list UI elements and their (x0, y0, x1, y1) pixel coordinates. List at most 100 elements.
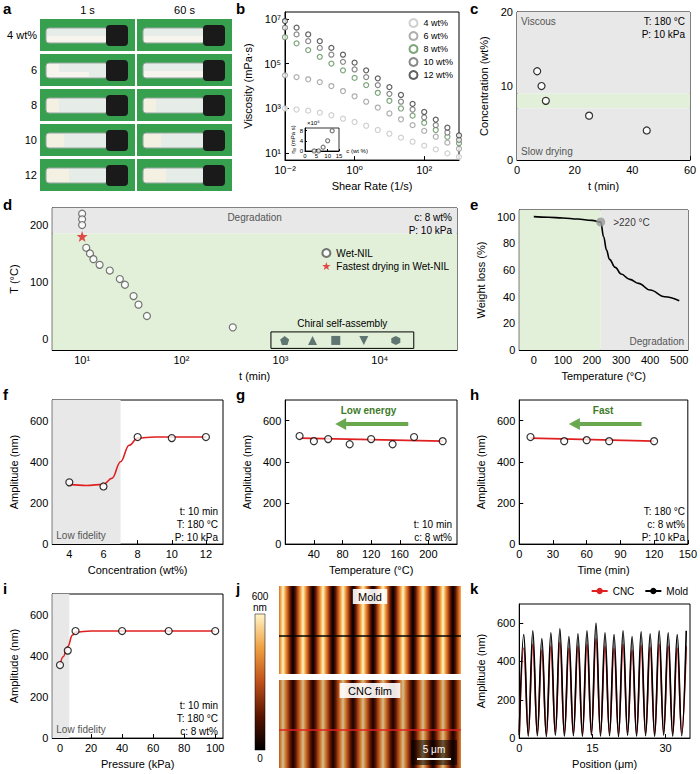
svg-text:200: 200 (419, 548, 437, 560)
svg-text:0: 0 (509, 538, 515, 550)
svg-text:100: 100 (554, 354, 572, 366)
svg-text:0: 0 (42, 333, 48, 345)
svg-text:40: 40 (308, 548, 320, 560)
svg-text:10⁻²: 10⁻² (274, 164, 296, 176)
svg-text:160: 160 (391, 548, 409, 560)
svg-text:200: 200 (30, 497, 48, 509)
svg-text:20: 20 (503, 317, 515, 329)
svg-text:Mold: Mold (358, 591, 382, 603)
svg-text:90: 90 (614, 548, 626, 560)
svg-text:Concentration (wt%): Concentration (wt%) (478, 36, 490, 136)
svg-text:P: 10 kPa: P: 10 kPa (409, 225, 453, 236)
svg-text:600: 600 (263, 415, 281, 427)
svg-text:Slow drying: Slow drying (521, 146, 573, 157)
svg-text:Weight loss (%): Weight loss (%) (475, 242, 487, 319)
svg-text:Viscous: Viscous (521, 16, 556, 27)
svg-text:Fastest drying in Wet-NIL: Fastest drying in Wet-NIL (336, 261, 449, 272)
svg-text:Chiral self-assembly: Chiral self-assembly (297, 318, 387, 329)
svg-text:Mold: Mold (666, 586, 688, 597)
svg-text:10¹: 10¹ (265, 147, 281, 159)
svg-text:10⁷: 10⁷ (265, 13, 281, 25)
svg-text:0: 0 (42, 732, 48, 744)
svg-text:30: 30 (659, 742, 671, 754)
svg-text:10: 10 (324, 153, 331, 159)
svg-text:Degradation: Degradation (227, 212, 281, 223)
svg-text:80: 80 (336, 548, 348, 560)
svg-text:P: 10 kPa: P: 10 kPa (642, 29, 686, 40)
svg-text:400: 400 (30, 456, 48, 468)
svg-text:10 wt%: 10 wt% (423, 57, 453, 67)
svg-text:nm: nm (253, 602, 267, 613)
svg-text:400: 400 (263, 456, 281, 468)
svg-text:Wet-NIL: Wet-NIL (336, 248, 373, 259)
svg-text:Temperature (°C): Temperature (°C) (329, 564, 413, 576)
svg-text:40: 40 (503, 291, 515, 303)
svg-text:t: 10 min: t: 10 min (180, 700, 218, 711)
svg-text:c (wt %): c (wt %) (346, 148, 368, 154)
svg-text:5: 5 (315, 153, 319, 159)
svg-text:6 wt%: 6 wt% (423, 31, 448, 41)
svg-text:Shear Rate (1/s): Shear Rate (1/s) (332, 180, 413, 192)
svg-text:8: 8 (300, 128, 304, 134)
svg-text:Amplitude (nm): Amplitude (nm) (475, 435, 487, 510)
svg-text:4 wt%: 4 wt% (423, 18, 448, 28)
svg-text:10³: 10³ (273, 354, 289, 366)
svg-text:0: 0 (514, 164, 520, 176)
svg-text:600: 600 (497, 415, 515, 427)
svg-text:CNC film: CNC film (348, 685, 392, 697)
svg-text:8: 8 (135, 548, 141, 560)
svg-text:100: 100 (497, 211, 515, 223)
svg-text:Low fidelity: Low fidelity (56, 724, 105, 735)
svg-text:t: 10 min: t: 10 min (180, 506, 218, 517)
svg-text:T: 180 °C: T: 180 °C (644, 506, 685, 517)
svg-text:80: 80 (503, 237, 515, 249)
svg-text:120: 120 (645, 548, 663, 560)
svg-text:Fast: Fast (593, 405, 614, 416)
svg-text:10⁵: 10⁵ (264, 58, 281, 70)
svg-text:T (°C): T (°C) (8, 264, 20, 293)
svg-text:200: 200 (30, 691, 48, 703)
svg-text:P: 10 kPa: P: 10 kPa (175, 532, 219, 543)
svg-text:4: 4 (66, 548, 72, 560)
svg-text:20: 20 (85, 742, 97, 754)
svg-text:10²: 10² (416, 164, 432, 176)
svg-text:c: 8 wt%: c: 8 wt% (414, 212, 452, 223)
svg-text:600: 600 (30, 609, 48, 621)
svg-text:>220 °C: >220 °C (613, 217, 650, 228)
svg-text:10⁰: 10⁰ (346, 164, 363, 176)
svg-text:c: 8 wt%: c: 8 wt% (647, 519, 685, 530)
svg-text:10¹: 10¹ (74, 354, 90, 366)
svg-text:400: 400 (641, 354, 659, 366)
svg-text:T: 180 °C: T: 180 °C (644, 16, 685, 27)
svg-text:Temperature (°C): Temperature (°C) (561, 370, 645, 382)
svg-text:Amplitude (nm): Amplitude (nm) (8, 629, 20, 704)
svg-text:10³: 10³ (265, 102, 281, 114)
svg-text:200: 200 (263, 497, 281, 509)
svg-text:0: 0 (516, 742, 522, 754)
svg-text:15: 15 (586, 742, 598, 754)
svg-text:100: 100 (30, 276, 48, 288)
svg-text:15: 15 (336, 153, 343, 159)
svg-text:400: 400 (497, 655, 515, 667)
svg-text:Amplitude (nm): Amplitude (nm) (8, 435, 20, 510)
svg-text:400: 400 (30, 650, 48, 662)
svg-text:0: 0 (303, 153, 307, 159)
svg-text:c: 8 wt%: c: 8 wt% (414, 532, 452, 543)
svg-text:η₀ (mPa s): η₀ (mPa s) (290, 125, 296, 154)
svg-text:P: 10 kPa: P: 10 kPa (642, 532, 686, 543)
svg-text:0: 0 (257, 753, 263, 764)
svg-text:200: 200 (30, 219, 48, 231)
svg-text:Viscosity (mPa·s): Viscosity (mPa·s) (242, 43, 254, 128)
svg-text:80: 80 (178, 742, 190, 754)
svg-text:Degradation: Degradation (630, 336, 684, 347)
svg-text:5 μm: 5 μm (423, 744, 445, 755)
svg-text:t: 10 min: t: 10 min (414, 519, 452, 530)
svg-text:t (min): t (min) (588, 180, 619, 192)
svg-text:40: 40 (626, 164, 638, 176)
svg-text:500: 500 (670, 354, 688, 366)
svg-text:40: 40 (116, 742, 128, 754)
svg-text:8: 8 (31, 99, 37, 111)
svg-text:200: 200 (497, 694, 515, 706)
svg-text:Low fidelity: Low fidelity (56, 530, 105, 541)
svg-text:8 wt%: 8 wt% (423, 44, 448, 54)
